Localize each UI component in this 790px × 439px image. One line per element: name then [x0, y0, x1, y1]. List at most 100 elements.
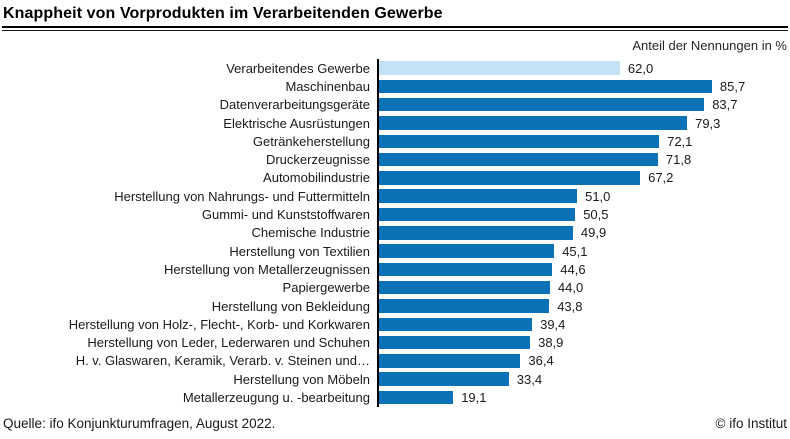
title-rule-thick: [2, 26, 788, 28]
bar-chart: Verarbeitendes Gewerbe 62,0 Maschinenbau 85…: [2, 59, 788, 407]
value-label: 39,4: [540, 316, 566, 332]
chart-title: Knappheit von Vorprodukten im Verarbeite…: [3, 5, 443, 22]
chart-row: Maschinenbau 85,7: [2, 77, 788, 96]
bar: [379, 189, 578, 203]
value-label: 85,7: [719, 78, 746, 94]
category-label: Herstellung von Metallerzeugnissen: [164, 261, 370, 277]
chart-row: Datenverarbeitungsgeräte 83,7: [2, 95, 788, 114]
chart-row: Herstellung von Holz-, Flecht-, Korb- un…: [2, 315, 788, 334]
bar-track: 39,4: [377, 315, 788, 334]
value-label: 62,0: [627, 60, 654, 76]
bar: [379, 134, 660, 149]
bar-track: 62,0: [377, 59, 788, 78]
value-label: 49,9: [580, 225, 607, 241]
value-label: 38,9: [538, 335, 564, 351]
bar-track: 79,3: [377, 113, 788, 133]
bar: [379, 372, 509, 386]
bar: [379, 244, 555, 258]
bar: [379, 207, 576, 222]
axis-unit-note: Anteil der Nennungen in %: [632, 38, 787, 53]
bar-track: 72,1: [377, 132, 788, 151]
bar: [379, 280, 550, 295]
chart-row: Druckerzeugnisse 71,8: [2, 150, 788, 169]
value-label: 44,6: [560, 261, 586, 277]
footer: Quelle: ifo Konjunkturumfragen, August 2…: [2, 416, 788, 431]
category-label: H. v. Glaswaren, Keramik, Verarb. v. Ste…: [75, 353, 370, 369]
bar-track: 71,8: [377, 150, 788, 169]
category-label: Getränkeherstellung: [252, 133, 370, 149]
category-label: Herstellung von Textilien: [229, 243, 370, 259]
value-label: 71,8: [665, 152, 692, 168]
title-rule-thin: [2, 30, 788, 31]
bar-track: 44,0: [377, 278, 788, 297]
bar-track: 51,0: [377, 187, 788, 206]
category-label: Herstellung von Bekleidung: [211, 298, 370, 314]
bar: [379, 171, 641, 185]
value-label: 51,0: [585, 188, 611, 204]
bar: [379, 116, 688, 130]
chart-row: Metallerzeugung u. -bearbeitung 19,1: [2, 388, 788, 407]
category-label: Druckerzeugnisse: [265, 152, 370, 168]
chart-row: Verarbeitendes Gewerbe 62,0: [2, 59, 788, 78]
chart-row: Papiergewerbe 44,0: [2, 278, 788, 297]
value-label: 43,8: [557, 298, 583, 314]
value-label: 79,3: [695, 115, 721, 131]
chart-row: Chemische Industrie 49,9: [2, 223, 788, 242]
category-label: Elektrische Ausrüstungen: [223, 115, 370, 131]
category-label: Herstellung von Holz-, Flecht-, Korb- un…: [68, 316, 370, 332]
value-label: 67,2: [648, 170, 674, 186]
category-label: Herstellung von Nahrungs- und Futtermitt…: [114, 188, 370, 204]
bar-track: 36,4: [377, 351, 788, 371]
category-label: Verarbeitendes Gewerbe: [226, 60, 370, 76]
bar-track: 38,9: [377, 333, 788, 352]
category-label: Chemische Industrie: [251, 225, 371, 241]
bar: [379, 390, 454, 405]
bar: [379, 354, 521, 368]
bar: [379, 61, 620, 75]
category-label: Papiergewerbe: [282, 280, 370, 296]
bar-track: 44,6: [377, 260, 788, 279]
bar: [379, 299, 550, 313]
bar-track: 50,5: [377, 205, 788, 224]
bar: [379, 79, 712, 94]
copyright-note: © ifo Institut: [715, 415, 787, 431]
chart-row: Herstellung von Nahrungs- und Futtermitt…: [2, 187, 788, 206]
bar-track: 43,8: [377, 296, 788, 316]
category-label: Automobilindustrie: [263, 170, 370, 186]
chart-row: H. v. Glaswaren, Keramik, Verarb. v. Ste…: [2, 351, 788, 371]
bar-track: 45,1: [377, 241, 788, 261]
bar-track: 49,9: [377, 223, 788, 242]
value-label: 45,1: [562, 243, 588, 259]
value-label: 33,4: [516, 371, 543, 387]
value-label: 50,5: [583, 207, 609, 223]
value-label: 36,4: [528, 353, 554, 369]
bar: [379, 97, 705, 112]
bar: [379, 335, 531, 350]
bar: [379, 317, 533, 332]
category-label: Gummi- und Kunststoffwaren: [201, 207, 370, 223]
chart-row: Herstellung von Bekleidung 43,8: [2, 296, 788, 316]
chart-row: Herstellung von Leder, Lederwaren und Sc…: [2, 333, 788, 352]
bar: [379, 226, 573, 240]
value-label: 19,1: [461, 389, 487, 405]
chart-row: Elektrische Ausrüstungen 79,3: [2, 113, 788, 133]
bar: [379, 152, 658, 167]
bar-track: 83,7: [377, 95, 788, 114]
source-note: Quelle: ifo Konjunkturumfragen, August 2…: [3, 415, 276, 431]
chart-row: Herstellung von Möbeln 33,4: [2, 370, 788, 389]
chart-row: Automobilindustrie 67,2: [2, 168, 788, 188]
category-label: Herstellung von Möbeln: [233, 371, 370, 387]
category-label: Maschinenbau: [285, 78, 370, 94]
value-label: 72,1: [667, 133, 693, 149]
bar-track: 85,7: [377, 77, 788, 96]
category-label: Metallerzeugung u. -bearbeitung: [182, 389, 370, 405]
category-label: Datenverarbeitungsgeräte: [219, 97, 370, 113]
bar: [379, 262, 553, 277]
chart-row: Getränkeherstellung 72,1: [2, 132, 788, 151]
bar-track: 19,1: [377, 388, 788, 407]
chart-row: Herstellung von Textilien 45,1: [2, 241, 788, 261]
value-label: 44,0: [557, 280, 584, 296]
chart-row: Herstellung von Metallerzeugnissen 44,6: [2, 260, 788, 279]
bar-track: 33,4: [377, 370, 788, 389]
